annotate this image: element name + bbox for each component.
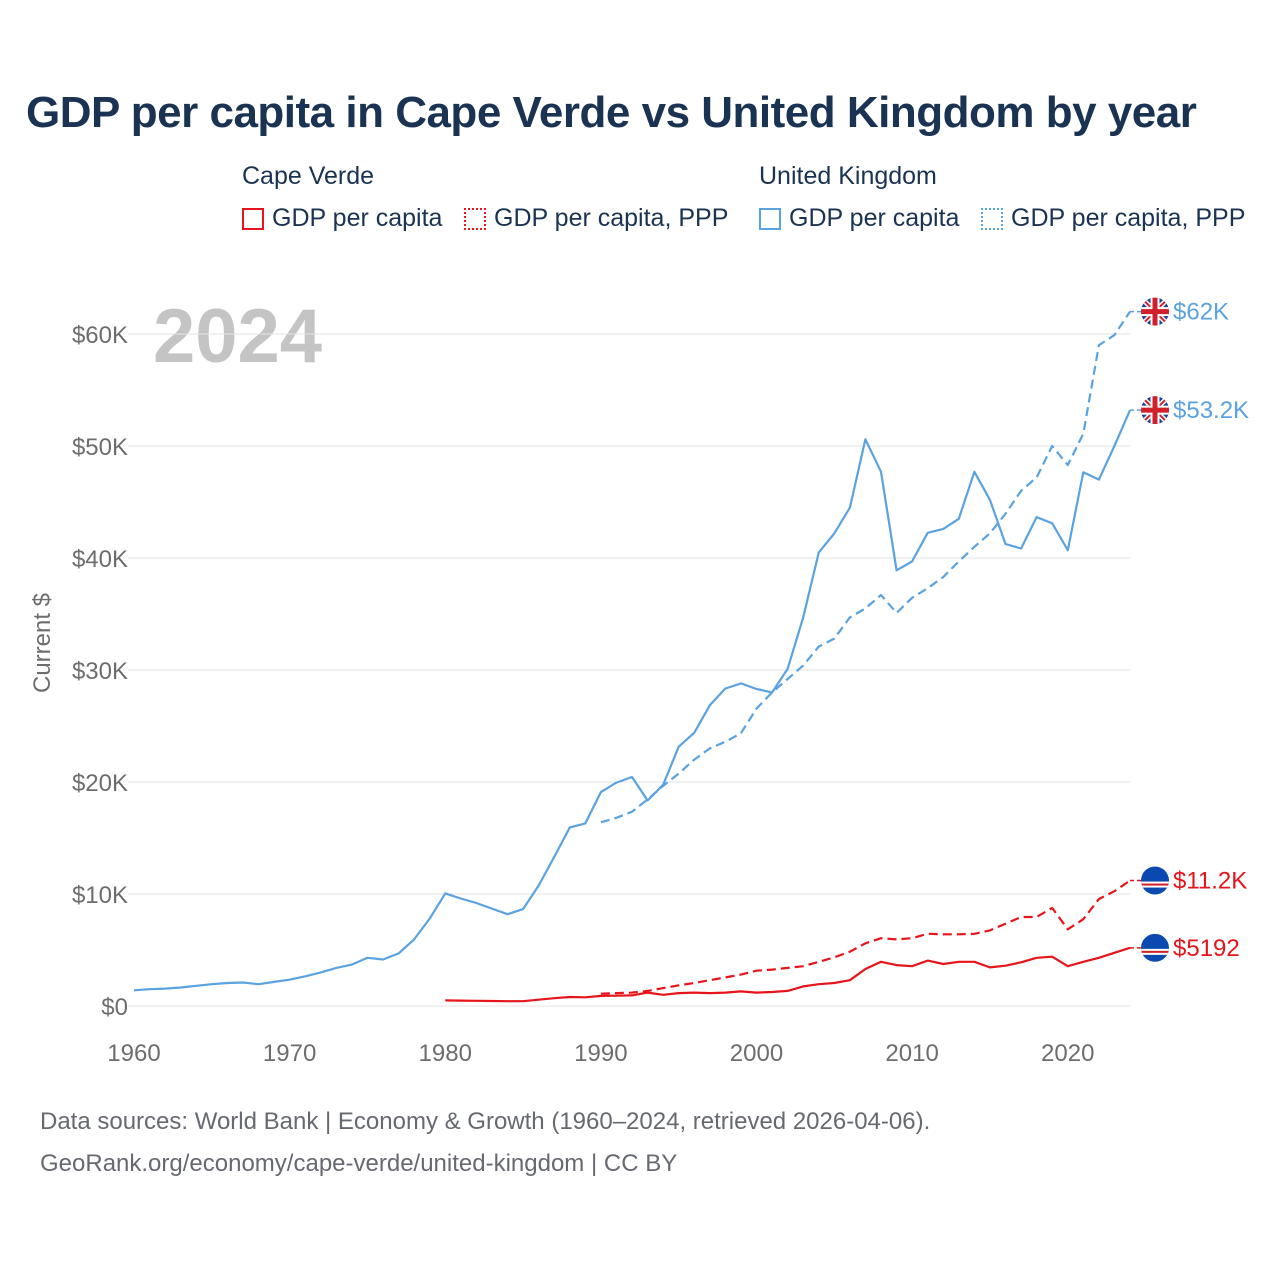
x-tick-label: 1960: [107, 1040, 160, 1067]
y-axis-label: Current $: [29, 593, 56, 693]
source-line-1: Data sources: World Bank | Economy & Gro…: [40, 1108, 931, 1135]
legend-group-cape-verde: Cape Verde: [242, 162, 375, 190]
end-value-label: $5192: [1173, 935, 1240, 962]
end-value-label: $62K: [1173, 299, 1229, 326]
uk-flag-icon: [1141, 396, 1169, 425]
legend-item-united-kingdom-gdp-ppp[interactable]: GDP per capita, PPP: [981, 204, 1245, 233]
series-line: [600, 879, 1131, 995]
legend-label: GDP per capita: [789, 204, 960, 232]
legend-item-united-kingdom-gdp[interactable]: GDP per capita: [759, 204, 959, 233]
legend-label: GDP per capita: [272, 204, 443, 232]
x-tick-label: 2000: [730, 1040, 783, 1067]
end-markers: $5192 $11.2K $53.2K $62K: [1141, 297, 1249, 962]
x-axis-ticks: 1960 1970 1980 1990 2000 2010 2020: [107, 1040, 1094, 1067]
x-tick-label: 1970: [263, 1040, 316, 1067]
x-tick-label: 1990: [574, 1040, 627, 1067]
y-tick-label: $50K: [72, 434, 128, 461]
series-line: [133, 409, 1132, 992]
cape-verde-flag-icon: [1141, 866, 1169, 895]
x-tick-label: 1980: [419, 1040, 472, 1067]
y-tick-label: $10K: [72, 882, 128, 909]
x-tick-label: 2020: [1041, 1040, 1094, 1067]
uk-flag-icon: [1141, 297, 1169, 326]
legend-group-united-kingdom: United Kingdom: [759, 162, 937, 190]
gridlines: [128, 333, 1130, 1007]
legend-swatch-solid-blue: [759, 207, 781, 230]
end-value-label: $53.2K: [1173, 397, 1249, 424]
legend-item-cape-verde-gdp[interactable]: GDP per capita: [242, 204, 442, 233]
legend-swatch-solid-red: [242, 207, 264, 230]
y-tick-label: $40K: [72, 546, 128, 573]
x-tick-label: 2010: [885, 1040, 938, 1067]
series-line: [445, 946, 1131, 1003]
series-lines: [133, 310, 1143, 1003]
y-tick-label: $60K: [72, 322, 128, 349]
y-tick-label: $30K: [72, 658, 128, 685]
legend-item-cape-verde-gdp-ppp[interactable]: GDP per capita, PPP: [464, 204, 728, 233]
y-tick-label: $20K: [72, 770, 128, 797]
year-watermark: 2024: [153, 294, 322, 379]
source-line-2[interactable]: GeoRank.org/economy/cape-verde/united-ki…: [40, 1150, 678, 1177]
legend-swatch-dotted-red: [464, 207, 486, 230]
cape-verde-flag-icon: [1141, 933, 1169, 962]
legend-label: GDP per capita, PPP: [494, 204, 729, 232]
chart-title: GDP per capita in Cape Verde vs United K…: [26, 88, 1197, 137]
y-axis-ticks: $0 $10K $20K $30K $40K $50K $60K: [72, 322, 128, 1021]
y-tick-label: $0: [101, 994, 128, 1021]
legend-label: GDP per capita, PPP: [1011, 204, 1246, 232]
legend-swatch-dotted-blue: [981, 207, 1003, 230]
end-value-label: $11.2K: [1173, 868, 1247, 895]
